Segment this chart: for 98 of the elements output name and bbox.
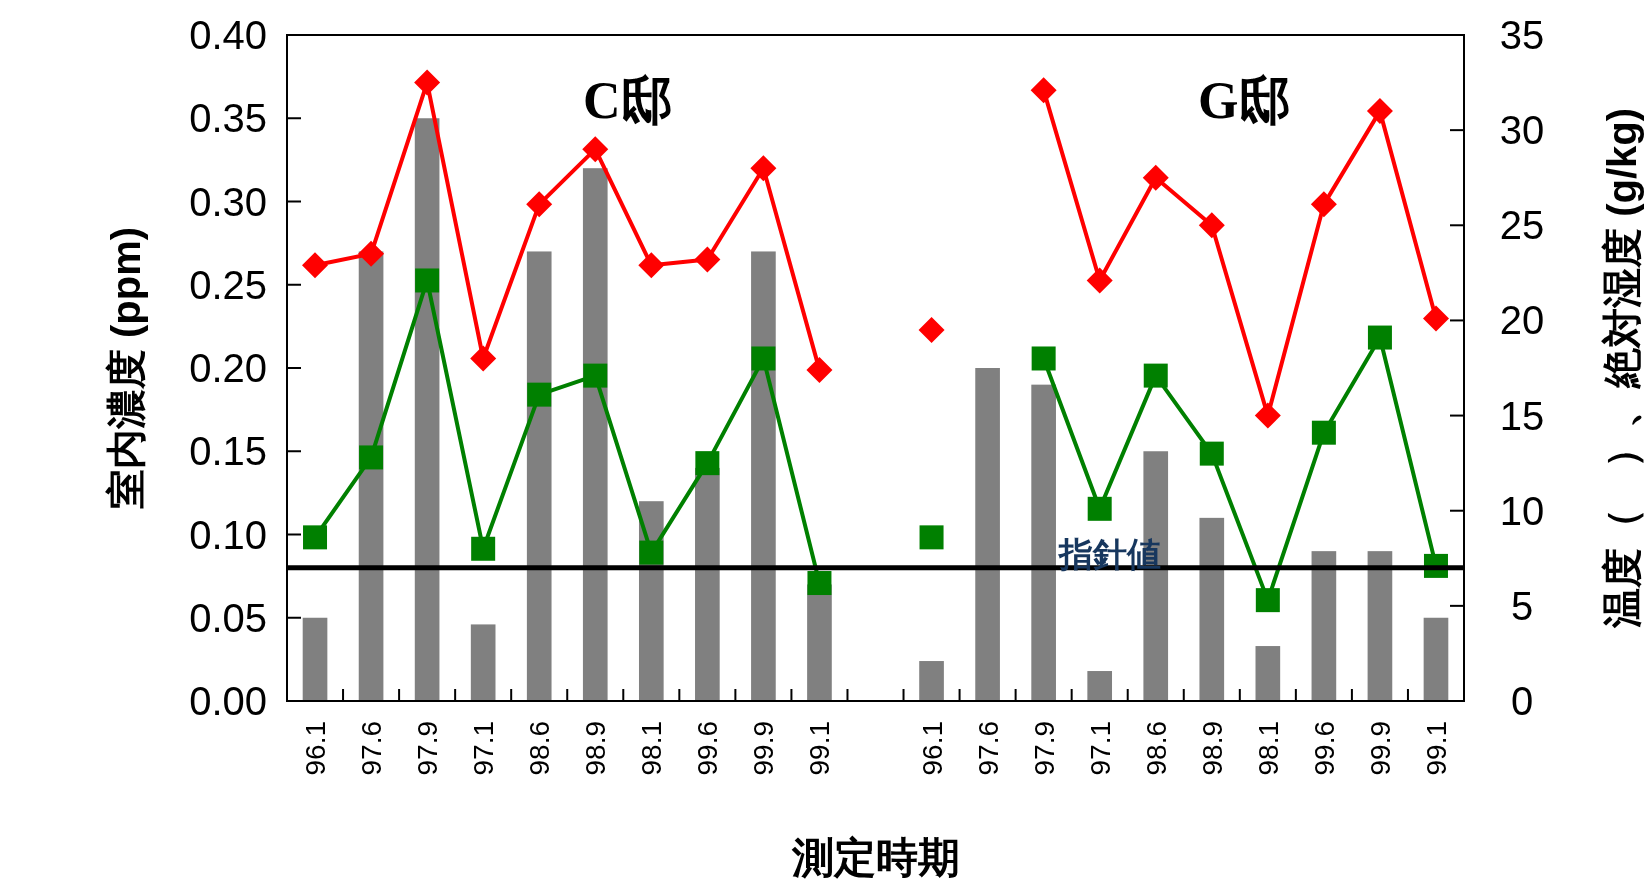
x-tick-label: 97.6 bbox=[356, 721, 388, 776]
point bbox=[1422, 305, 1449, 332]
y2-tick-label: 15 bbox=[1499, 393, 1545, 438]
bar bbox=[695, 467, 720, 701]
point bbox=[1311, 420, 1336, 445]
bar bbox=[414, 118, 440, 701]
y-tick-label: 0.00 bbox=[189, 679, 267, 723]
y-tick-label: 0.35 bbox=[189, 96, 267, 141]
y2-tick-label: 25 bbox=[1499, 203, 1545, 248]
point bbox=[415, 268, 440, 293]
point bbox=[471, 536, 496, 561]
bar bbox=[1087, 671, 1113, 701]
bar bbox=[526, 251, 552, 701]
point bbox=[1254, 402, 1281, 429]
x-tick-label: 97.1 bbox=[468, 721, 500, 776]
point bbox=[359, 445, 384, 470]
point bbox=[638, 252, 665, 279]
point bbox=[1310, 191, 1337, 218]
x-tick-label: 99.1 bbox=[1420, 721, 1452, 776]
y-tick-label: 0.20 bbox=[189, 346, 267, 390]
x-axis-title: 測定時期 bbox=[790, 834, 960, 881]
bar bbox=[1255, 646, 1281, 701]
point bbox=[1367, 325, 1392, 350]
point bbox=[1086, 267, 1113, 294]
point bbox=[750, 155, 777, 182]
x-tick-label: 96.1 bbox=[300, 721, 332, 776]
point bbox=[807, 571, 832, 596]
x-tick-label: 98.1 bbox=[636, 721, 668, 776]
y-axis-title: 室内濃度 (ppm) bbox=[104, 226, 148, 510]
x-tick-label: 97.6 bbox=[972, 721, 1004, 776]
annotation: G邸 bbox=[1198, 72, 1291, 129]
point bbox=[358, 240, 385, 267]
point bbox=[695, 451, 720, 476]
bar bbox=[807, 584, 832, 701]
bar bbox=[1367, 551, 1393, 701]
y2-axis-title: 温度（ ）、絶対湿度 (g/kg) bbox=[1600, 108, 1644, 629]
point bbox=[526, 191, 553, 218]
x-tick-label: 98.6 bbox=[524, 721, 556, 776]
point bbox=[302, 252, 329, 279]
point bbox=[470, 345, 497, 372]
y2-tick-label: 30 bbox=[1499, 108, 1545, 153]
bar bbox=[1423, 617, 1449, 701]
bar bbox=[470, 624, 496, 701]
bar bbox=[975, 368, 1000, 701]
point bbox=[1143, 363, 1168, 388]
point bbox=[1255, 588, 1280, 613]
point bbox=[918, 316, 945, 343]
y-tick-label: 0.05 bbox=[189, 595, 267, 640]
y-tick-label: 0.15 bbox=[189, 429, 267, 474]
x-tick-label: 99.6 bbox=[692, 721, 724, 776]
point bbox=[1366, 98, 1393, 125]
x-tick-label: 97.9 bbox=[1028, 721, 1060, 776]
x-tick-label: 99.9 bbox=[748, 721, 780, 776]
ref-line-label: 指針値 bbox=[1056, 534, 1161, 573]
bar bbox=[1311, 551, 1337, 701]
point bbox=[751, 346, 776, 371]
bar bbox=[1199, 517, 1225, 701]
annotation: C邸 bbox=[582, 72, 673, 129]
y2-tick-label: 35 bbox=[1499, 13, 1545, 57]
x-tick-label: 97.9 bbox=[412, 721, 444, 776]
bar bbox=[302, 617, 328, 701]
point bbox=[694, 246, 721, 273]
point bbox=[414, 69, 441, 96]
y2-tick-label: 0 bbox=[1510, 679, 1534, 723]
x-tick-label: 99.9 bbox=[1364, 721, 1396, 776]
point bbox=[639, 540, 664, 565]
bar bbox=[1031, 384, 1056, 701]
x-tick-label: 98.6 bbox=[1140, 721, 1172, 776]
x-tick-label: 99.6 bbox=[1308, 721, 1340, 776]
bar bbox=[582, 168, 608, 701]
point bbox=[919, 525, 944, 550]
y-tick-label: 0.40 bbox=[189, 13, 267, 57]
point bbox=[1030, 77, 1057, 104]
x-tick-label: 98.1 bbox=[1252, 721, 1284, 776]
point bbox=[583, 363, 608, 388]
x-tick-label: 96.1 bbox=[916, 721, 948, 776]
y2-tick-label: 20 bbox=[1499, 298, 1545, 343]
point bbox=[1199, 441, 1224, 466]
point bbox=[1031, 346, 1056, 371]
point bbox=[1198, 212, 1225, 239]
x-tick-label: 99.1 bbox=[804, 721, 836, 776]
y-tick-label: 0.10 bbox=[189, 512, 267, 557]
y-tick-label: 0.25 bbox=[189, 262, 267, 307]
point bbox=[1142, 164, 1169, 191]
bar bbox=[358, 251, 384, 701]
y2-tick-label: 10 bbox=[1499, 488, 1545, 533]
x-tick-label: 98.9 bbox=[580, 721, 612, 776]
point bbox=[527, 382, 552, 407]
point bbox=[303, 525, 328, 550]
point bbox=[806, 356, 833, 383]
y-tick-label: 0.30 bbox=[189, 179, 267, 224]
point bbox=[582, 136, 609, 163]
y2-tick-label: 5 bbox=[1510, 583, 1534, 628]
bar bbox=[919, 661, 944, 701]
bar bbox=[751, 251, 776, 701]
point bbox=[1087, 496, 1112, 521]
x-tick-label: 98.9 bbox=[1196, 721, 1228, 776]
x-tick-label: 97.1 bbox=[1084, 721, 1116, 776]
